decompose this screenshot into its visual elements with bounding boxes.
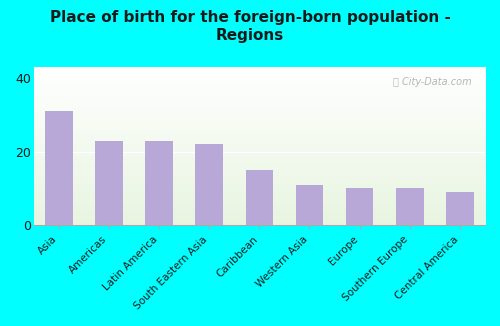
- Bar: [45, 111, 72, 225]
- Text: ⓘ City-Data.com: ⓘ City-Data.com: [393, 77, 471, 87]
- Bar: [246, 170, 273, 225]
- Bar: [296, 185, 324, 225]
- Text: Place of birth for the foreign-born population -
Regions: Place of birth for the foreign-born popu…: [50, 10, 450, 43]
- Bar: [95, 141, 122, 225]
- Bar: [196, 144, 223, 225]
- Bar: [396, 188, 423, 225]
- Bar: [346, 188, 374, 225]
- Bar: [446, 192, 473, 225]
- Bar: [145, 141, 173, 225]
